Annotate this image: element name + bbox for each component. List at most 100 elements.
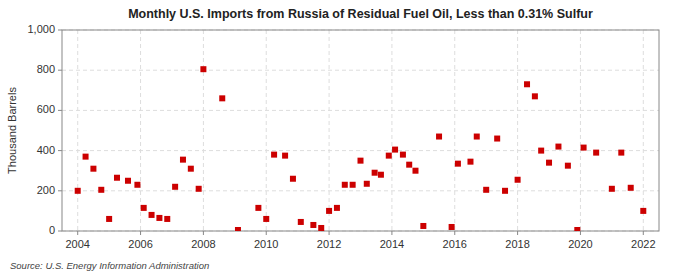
x-tick-label: 2010 (254, 238, 278, 250)
x-tick (517, 231, 518, 235)
point (372, 170, 378, 176)
y-grid-line (62, 150, 659, 151)
point (483, 187, 489, 193)
plot-frame (62, 30, 659, 231)
y-tick-label: 0 (49, 224, 55, 236)
x-grid-line (580, 30, 581, 231)
x-tick (391, 231, 392, 235)
point (282, 153, 288, 159)
point (358, 158, 364, 164)
point (172, 184, 178, 190)
point (532, 93, 538, 99)
point (449, 224, 455, 230)
grid (62, 30, 659, 231)
point (574, 227, 580, 231)
point (467, 159, 473, 165)
x-tick (329, 231, 330, 235)
point (334, 205, 340, 211)
point (364, 181, 370, 187)
x-tick-label: 2012 (317, 238, 341, 250)
point (386, 153, 392, 159)
y-axis-label: Thousand Barrels (6, 87, 18, 174)
point (75, 188, 81, 194)
point (350, 182, 356, 188)
point (164, 216, 170, 222)
point (406, 162, 412, 168)
point (200, 66, 206, 72)
point (255, 205, 261, 211)
x-tick-label: 2018 (505, 238, 529, 250)
y-tick (58, 231, 62, 232)
x-tick (203, 231, 204, 235)
source-note: Source: U.S. Energy Information Administ… (10, 260, 209, 271)
point (640, 208, 646, 214)
y-tick-label: 600 (37, 103, 55, 115)
point (546, 160, 552, 166)
points (75, 66, 647, 231)
point (298, 219, 304, 225)
point (455, 161, 461, 167)
x-grid-line (329, 30, 330, 231)
point (196, 186, 202, 192)
y-grid-line (62, 70, 659, 71)
point (378, 172, 384, 178)
x-grid-line (517, 30, 518, 231)
point (106, 216, 112, 222)
x-tick-label: 2014 (380, 238, 404, 250)
point (235, 227, 241, 231)
point (180, 157, 186, 163)
x-tick (266, 231, 267, 235)
point (515, 177, 521, 183)
y-tick (58, 110, 62, 111)
y-tick (58, 190, 62, 191)
x-grid-line (140, 30, 141, 231)
title: Monthly U.S. Imports from Russia of Resi… (128, 7, 593, 21)
point (618, 150, 624, 156)
point (555, 144, 561, 150)
y-grid-line (62, 110, 659, 111)
point (263, 216, 269, 222)
y-tick (58, 150, 62, 151)
y-tick-label: 200 (37, 184, 55, 196)
point (400, 152, 406, 158)
point (342, 182, 348, 188)
point (290, 176, 296, 182)
point (125, 178, 131, 184)
point (581, 145, 587, 151)
y-grid-line (62, 190, 659, 191)
point (474, 134, 480, 140)
point (98, 187, 104, 193)
y-tick (58, 30, 62, 31)
point (609, 186, 615, 192)
x-tick-label: 2020 (568, 238, 592, 250)
point (420, 223, 426, 229)
point (538, 148, 544, 154)
x-grid-line (77, 30, 78, 231)
point (524, 81, 530, 87)
point (593, 150, 599, 156)
point (392, 147, 398, 153)
x-grid-line (203, 30, 204, 231)
x-tick (140, 231, 141, 235)
point (436, 134, 442, 140)
x-grid-line (454, 30, 455, 231)
point (326, 208, 332, 214)
x-tick-label: 2004 (65, 238, 89, 250)
x-tick (454, 231, 455, 235)
x-tick-label: 2006 (128, 238, 152, 250)
y-tick-label: 1,000 (27, 23, 55, 35)
y-tick (58, 70, 62, 71)
point (134, 182, 140, 188)
point (628, 185, 634, 191)
x-grid-line (643, 30, 644, 231)
x-tick-label: 2016 (443, 238, 467, 250)
point (219, 95, 225, 101)
point (494, 136, 500, 142)
point (310, 222, 316, 228)
x-tick (77, 231, 78, 235)
point (149, 212, 155, 218)
chart: 02004006008001,0002004200620082010201220… (0, 0, 675, 275)
point (412, 168, 418, 174)
x-tick-label: 2022 (631, 238, 655, 250)
point (156, 215, 162, 221)
